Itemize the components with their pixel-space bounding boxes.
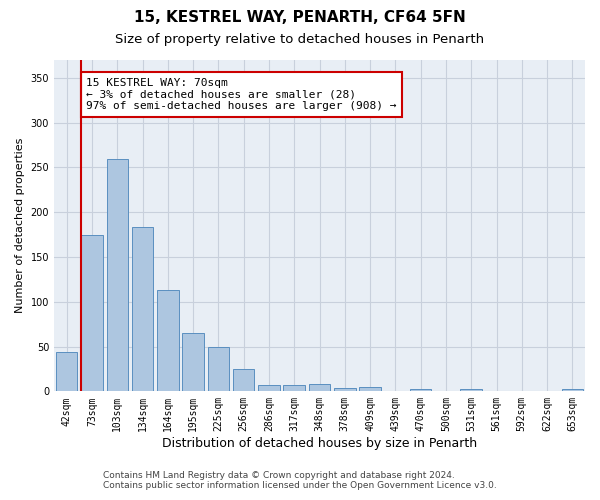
Bar <box>233 369 254 392</box>
Text: Contains HM Land Registry data © Crown copyright and database right 2024.
Contai: Contains HM Land Registry data © Crown c… <box>103 470 497 490</box>
Text: 15 KESTREL WAY: 70sqm
← 3% of detached houses are smaller (28)
97% of semi-detac: 15 KESTREL WAY: 70sqm ← 3% of detached h… <box>86 78 397 111</box>
Bar <box>309 384 330 392</box>
Bar <box>56 352 77 392</box>
Bar <box>460 388 482 392</box>
Text: 15, KESTREL WAY, PENARTH, CF64 5FN: 15, KESTREL WAY, PENARTH, CF64 5FN <box>134 10 466 25</box>
Bar <box>81 234 103 392</box>
Bar <box>562 388 583 392</box>
Bar <box>258 385 280 392</box>
X-axis label: Distribution of detached houses by size in Penarth: Distribution of detached houses by size … <box>162 437 477 450</box>
Bar <box>359 387 381 392</box>
Bar <box>334 388 356 392</box>
Y-axis label: Number of detached properties: Number of detached properties <box>15 138 25 314</box>
Text: Size of property relative to detached houses in Penarth: Size of property relative to detached ho… <box>115 32 485 46</box>
Bar <box>107 158 128 392</box>
Bar <box>182 333 204 392</box>
Bar <box>208 346 229 392</box>
Bar <box>410 388 431 392</box>
Bar <box>157 290 179 392</box>
Bar <box>283 385 305 392</box>
Bar <box>132 226 153 392</box>
